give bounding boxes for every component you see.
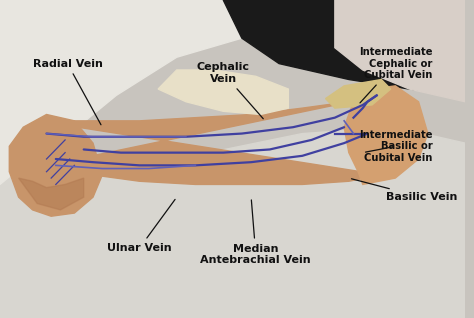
Text: Median
Antebrachial Vein: Median Antebrachial Vein (201, 200, 311, 265)
Text: Cephalic
Vein: Cephalic Vein (197, 62, 263, 119)
Polygon shape (326, 80, 391, 108)
Text: Intermediate
Cephalic or
Cubital Vein: Intermediate Cephalic or Cubital Vein (359, 47, 432, 103)
Polygon shape (9, 114, 102, 216)
Text: Ulnar Vein: Ulnar Vein (107, 199, 175, 253)
Text: Intermediate
Basilic or
Cubital Vein: Intermediate Basilic or Cubital Vein (359, 130, 432, 163)
Polygon shape (223, 0, 465, 95)
Polygon shape (158, 70, 288, 114)
Text: Basilic Vein: Basilic Vein (352, 179, 457, 202)
Polygon shape (18, 178, 84, 210)
Polygon shape (0, 127, 465, 318)
Polygon shape (335, 0, 465, 102)
Polygon shape (344, 86, 428, 184)
Polygon shape (37, 95, 382, 184)
Polygon shape (0, 0, 242, 184)
Text: Radial Vein: Radial Vein (33, 59, 102, 125)
